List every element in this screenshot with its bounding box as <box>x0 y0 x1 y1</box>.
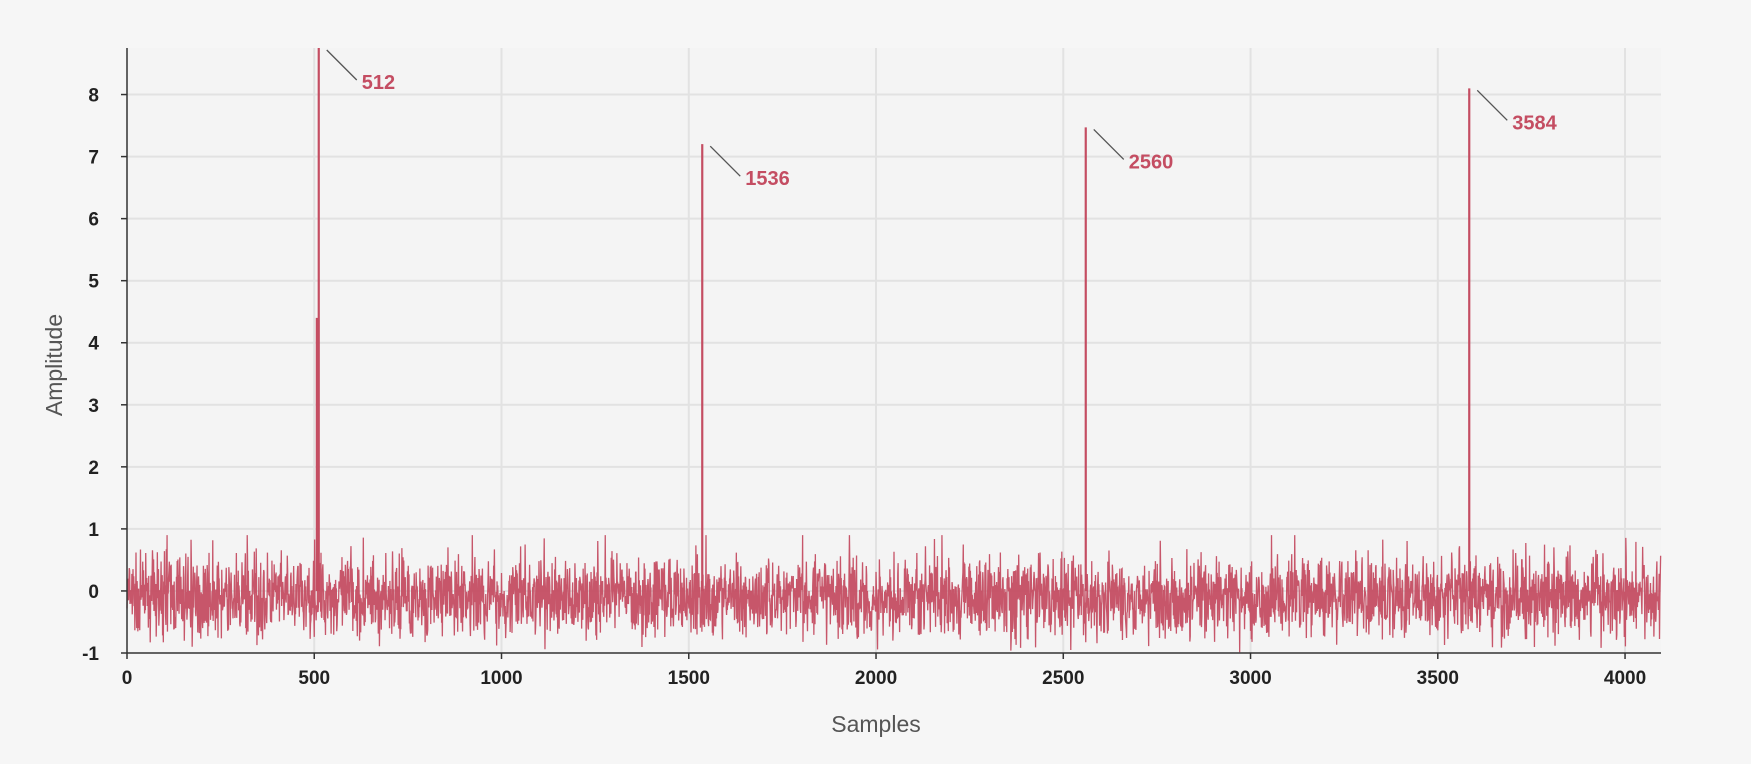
peak-annotation-label: 1536 <box>745 168 790 190</box>
x-tick-label: 1500 <box>668 668 710 689</box>
annotation-leader <box>1093 128 1125 160</box>
x-tick-label: 1000 <box>480 668 522 689</box>
y-tick-label: -1 <box>82 644 99 665</box>
y-tick-label: 1 <box>88 520 99 541</box>
peak-annotations: 512 1536 2560 3584 <box>326 49 1558 190</box>
peak-annotation-label: 2560 <box>1129 151 1174 173</box>
y-tick-label: 4 <box>88 334 99 355</box>
noise-trace <box>126 535 1662 653</box>
x-tick-label: 500 <box>298 668 330 689</box>
y-tick-label: 7 <box>88 148 99 169</box>
y-tick-label: 5 <box>88 272 99 293</box>
x-axis-title: Samples <box>831 711 920 737</box>
y-axis-title: Amplitude <box>41 314 67 416</box>
x-tick-label: 2000 <box>855 668 897 689</box>
annotation-leader <box>709 145 741 177</box>
x-tick-label: 4000 <box>1604 668 1646 689</box>
tick-labels: 0 500 1000 1500 2000 2500 3000 3500 4000 -1 0 1 2 3 4 5… <box>82 86 1646 689</box>
y-tick-label: 2 <box>88 458 99 479</box>
annotation-leader <box>1476 89 1508 121</box>
axes <box>121 48 1661 659</box>
annotation-leader <box>326 49 358 81</box>
peak-annotation-label: 512 <box>362 72 395 94</box>
signal-series <box>126 48 1662 653</box>
y-tick-label: 3 <box>88 396 99 417</box>
x-tick-label: 3000 <box>1229 668 1271 689</box>
x-tick-label: 3500 <box>1417 668 1459 689</box>
y-tick-label: 8 <box>88 86 99 107</box>
x-tick-label: 0 <box>122 668 133 689</box>
x-tick-label: 2500 <box>1042 668 1084 689</box>
y-tick-label: 6 <box>88 210 99 231</box>
y-tick-label: 0 <box>88 582 99 603</box>
peak-annotation-label: 3584 <box>1512 112 1557 134</box>
